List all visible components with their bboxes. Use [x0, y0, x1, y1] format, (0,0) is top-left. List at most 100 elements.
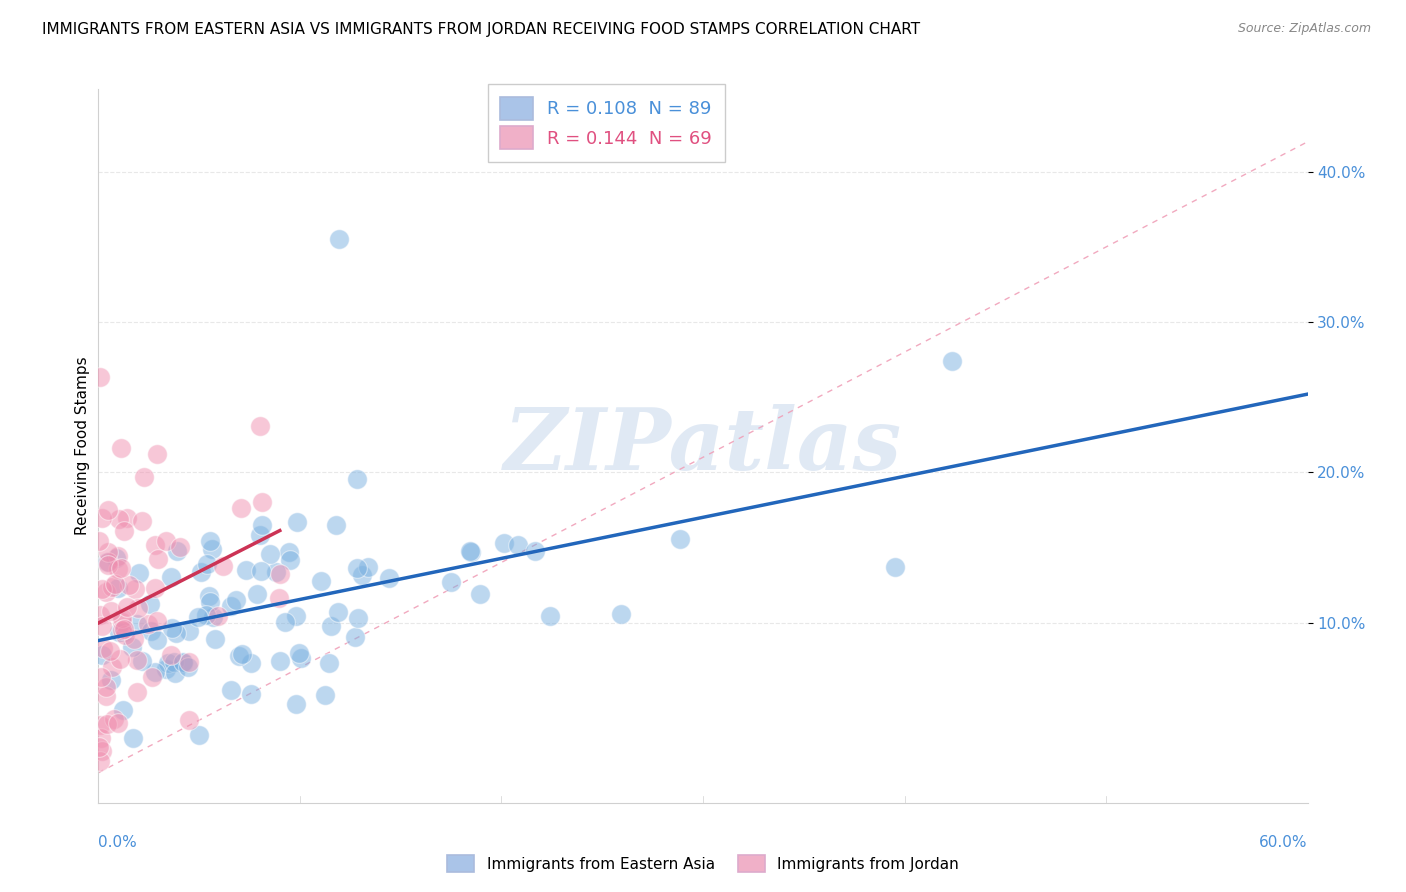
Point — [112, 625, 135, 640]
Text: 0.0%: 0.0% — [98, 835, 138, 850]
Point — [207, 608, 229, 623]
Point — [195, 607, 218, 622]
Point — [139, 624, 162, 638]
Point — [124, 582, 146, 596]
Point — [127, 600, 149, 615]
Point — [204, 632, 226, 647]
Point — [347, 611, 370, 625]
Point — [131, 514, 153, 528]
Point — [163, 656, 186, 670]
Point — [249, 527, 271, 541]
Point — [319, 619, 342, 633]
Legend: R = 0.108  N = 89, R = 0.144  N = 69: R = 0.108 N = 89, R = 0.144 N = 69 — [488, 84, 724, 162]
Point — [195, 557, 218, 571]
Point — [155, 662, 177, 676]
Point — [285, 516, 308, 530]
Point — [311, 574, 333, 589]
Point — [145, 633, 167, 648]
Point — [110, 442, 132, 456]
Point — [107, 549, 129, 564]
Point — [346, 472, 368, 486]
Point — [177, 624, 200, 638]
Point — [440, 574, 463, 589]
Point — [492, 535, 515, 549]
Point — [460, 544, 482, 558]
Point — [198, 589, 221, 603]
Point — [250, 564, 273, 578]
Point — [128, 566, 150, 580]
Point — [143, 665, 166, 680]
Point — [669, 533, 692, 547]
Point — [225, 593, 247, 607]
Point — [326, 605, 349, 619]
Point — [187, 728, 209, 742]
Point — [91, 619, 114, 633]
Point — [166, 543, 188, 558]
Point — [148, 552, 170, 566]
Point — [250, 495, 273, 509]
Point — [190, 565, 212, 579]
Point — [145, 614, 167, 628]
Point — [90, 731, 112, 745]
Point — [107, 581, 129, 595]
Point — [172, 656, 194, 670]
Point — [179, 655, 201, 669]
Point — [508, 538, 530, 552]
Point — [111, 624, 134, 638]
Point — [165, 665, 187, 680]
Text: 60.0%: 60.0% — [1260, 835, 1308, 850]
Point — [94, 585, 117, 599]
Point — [112, 703, 135, 717]
Point — [941, 353, 963, 368]
Point — [90, 648, 112, 662]
Point — [221, 683, 243, 698]
Point — [91, 744, 114, 758]
Point — [328, 232, 350, 246]
Point — [115, 511, 138, 525]
Point — [94, 680, 117, 694]
Point — [165, 626, 187, 640]
Point — [91, 511, 114, 525]
Legend: Immigrants from Eastern Asia, Immigrants from Jordan: Immigrants from Eastern Asia, Immigrants… — [439, 847, 967, 880]
Point — [468, 587, 491, 601]
Point — [228, 648, 250, 663]
Point — [346, 561, 368, 575]
Point — [240, 687, 263, 701]
Point — [246, 587, 269, 601]
Point — [249, 418, 271, 433]
Point — [200, 534, 222, 549]
Point — [127, 617, 149, 632]
Point — [259, 547, 281, 561]
Point — [121, 640, 143, 654]
Point — [219, 599, 242, 614]
Point — [177, 713, 200, 727]
Point — [211, 559, 233, 574]
Point — [160, 621, 183, 635]
Point — [131, 654, 153, 668]
Y-axis label: Receiving Food Stamps: Receiving Food Stamps — [75, 357, 90, 535]
Point — [90, 670, 112, 684]
Point — [240, 657, 263, 671]
Point — [96, 717, 118, 731]
Point — [100, 673, 122, 688]
Point — [378, 571, 401, 585]
Point — [231, 647, 253, 661]
Point — [91, 641, 114, 656]
Point — [97, 555, 120, 569]
Point — [357, 560, 380, 574]
Point — [107, 512, 129, 526]
Point — [108, 652, 131, 666]
Point — [112, 524, 135, 538]
Point — [235, 563, 257, 577]
Point — [172, 656, 194, 670]
Point — [94, 690, 117, 704]
Point — [96, 555, 118, 569]
Point — [290, 651, 312, 665]
Point — [169, 540, 191, 554]
Text: IMMIGRANTS FROM EASTERN ASIA VS IMMIGRANTS FROM JORDAN RECEIVING FOOD STAMPS COR: IMMIGRANTS FROM EASTERN ASIA VS IMMIGRAN… — [42, 22, 921, 37]
Point — [187, 610, 209, 624]
Point — [114, 628, 136, 642]
Point — [145, 538, 167, 552]
Point — [273, 615, 295, 630]
Point — [285, 697, 308, 711]
